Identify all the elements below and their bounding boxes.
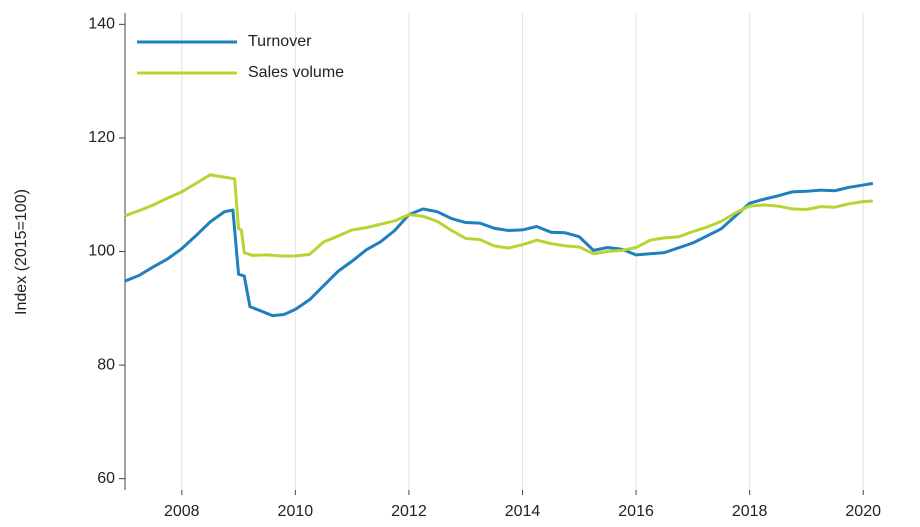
y-tick-label: 120 xyxy=(88,129,115,146)
y-axis-label: Index (2015=100) xyxy=(13,189,30,315)
x-tick-label: 2016 xyxy=(618,503,654,520)
x-tick-label: 2020 xyxy=(845,503,881,520)
data-line xyxy=(124,181,874,318)
x-tick-label: 2010 xyxy=(278,503,314,520)
y-tick-label: 80 xyxy=(97,356,115,373)
y-tick-label: 140 xyxy=(88,16,115,33)
x-tick-label: 2014 xyxy=(505,503,541,520)
x-tick-label: 2018 xyxy=(732,503,768,520)
legend-label: Sales volume xyxy=(248,64,344,81)
data-line xyxy=(124,173,873,258)
y-tick-label: 60 xyxy=(97,470,115,487)
y-tick-label: 100 xyxy=(88,243,115,260)
x-tick-label: 2012 xyxy=(391,503,427,520)
legend-label: Turnover xyxy=(248,33,312,50)
x-tick-label: 2008 xyxy=(164,503,200,520)
